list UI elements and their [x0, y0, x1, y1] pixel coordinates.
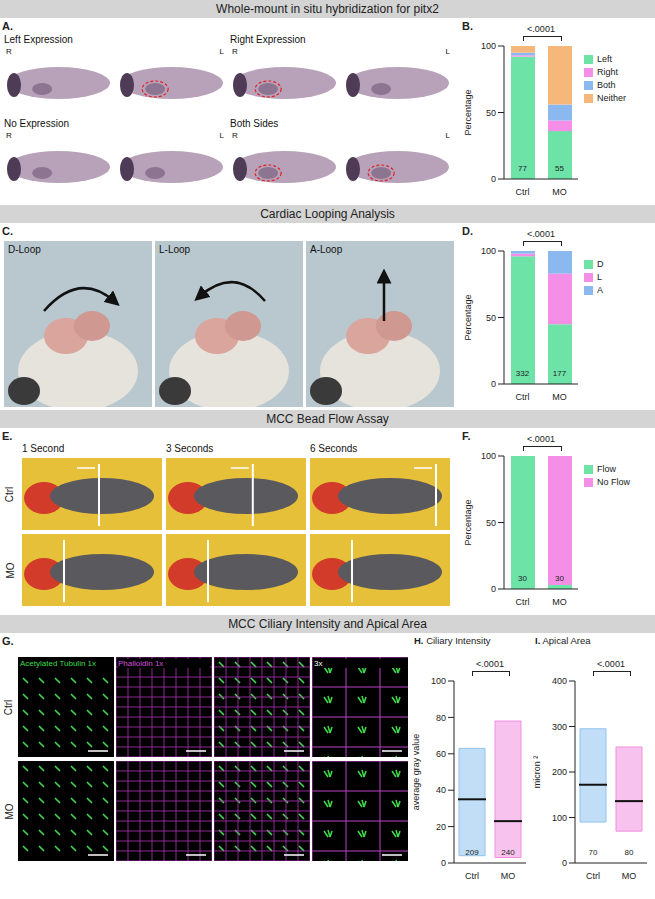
- svg-text:0: 0: [441, 858, 446, 868]
- html-text:Flow: Flow: [597, 464, 616, 474]
- html-text:MCC Bead Flow Assay: MCC Bead Flow Assay: [266, 412, 389, 426]
- svg-text:0: 0: [491, 379, 496, 389]
- svg-text:micron ²: micron ²: [533, 756, 542, 789]
- html-text:G.: G.: [2, 635, 14, 647]
- html-text:A.: A.: [2, 20, 13, 32]
- svg-text:100: 100: [552, 813, 567, 823]
- html-text:D-Loop: D-Loop: [8, 244, 41, 255]
- svg-text:Percentage: Percentage: [463, 294, 473, 340]
- html-text:F.: F.: [462, 430, 471, 442]
- svg-text:100: 100: [481, 42, 496, 51]
- svg-text:0: 0: [491, 174, 496, 184]
- svg-text:Ctrl: Ctrl: [516, 392, 530, 402]
- svg-text:60: 60: [436, 749, 446, 759]
- svg-text:100: 100: [481, 452, 496, 461]
- svg-text:average gray value: average gray value: [412, 734, 421, 811]
- html-text:L: L: [597, 272, 602, 282]
- html-text:6 Seconds: 6 Seconds: [310, 443, 358, 454]
- html-text:No Expression: No Expression: [4, 118, 69, 129]
- html-text:1 Second: 1 Second: [22, 443, 65, 454]
- html-text:C.: C.: [2, 225, 13, 237]
- html-text:<.0001: <.0001: [476, 659, 504, 669]
- svg-text:50: 50: [486, 313, 496, 323]
- html-text:R: R: [232, 47, 238, 56]
- html-text:L: L: [445, 47, 450, 56]
- html-text:B.: B.: [462, 20, 473, 32]
- svg-text:0: 0: [491, 584, 496, 594]
- html-text:D: D: [597, 259, 604, 269]
- html-text:L: L: [219, 131, 224, 140]
- html-text:Ctrl: Ctrl: [3, 699, 15, 715]
- html-text:3x: 3x: [314, 659, 323, 668]
- html-text:Phalloidin 1x: Phalloidin 1x: [118, 659, 164, 668]
- html-text:Right: Right: [597, 67, 618, 77]
- html-text:MCC Ciliary Intensity and Apic: MCC Ciliary Intensity and Apical Area: [228, 617, 427, 631]
- html-text:Right Expression: Right Expression: [230, 34, 306, 45]
- html-text:<.0001: <.0001: [527, 434, 555, 444]
- html-text:Both: Both: [597, 80, 616, 90]
- svg-text:Ctrl: Ctrl: [516, 597, 530, 607]
- svg-text:MO: MO: [552, 187, 567, 197]
- svg-text:50: 50: [486, 108, 496, 118]
- svg-text:Percentage: Percentage: [463, 499, 473, 545]
- html-text:<.0001: <.0001: [527, 24, 555, 34]
- html-text:Neither: Neither: [597, 93, 626, 103]
- html-text:Acetylated Tubulin 1x: Acetylated Tubulin 1x: [20, 659, 96, 668]
- svg-text:30: 30: [518, 574, 527, 583]
- html-text:D.: D.: [462, 225, 473, 237]
- html-text:A-Loop: A-Loop: [310, 244, 343, 255]
- svg-text:209: 209: [465, 848, 479, 857]
- svg-text:200: 200: [552, 767, 567, 777]
- html-text:Left: Left: [597, 54, 612, 64]
- html-text:Left Expression: Left Expression: [4, 34, 73, 45]
- html-text:3 Seconds: 3 Seconds: [166, 443, 214, 454]
- html-text:E.: E.: [2, 430, 13, 442]
- svg-text:55: 55: [555, 164, 564, 173]
- html-text:Whole-mount in situ hybridizat: Whole-mount in situ hybridization for pi…: [216, 2, 439, 16]
- svg-text:77: 77: [518, 164, 527, 173]
- svg-text:300: 300: [552, 722, 567, 732]
- svg-text:70: 70: [589, 848, 598, 857]
- svg-text:40: 40: [436, 785, 446, 795]
- html-text:R: R: [6, 47, 12, 56]
- svg-text:100: 100: [431, 677, 446, 686]
- svg-text:MO: MO: [552, 392, 567, 402]
- html-text:L-Loop: L-Loop: [159, 244, 191, 255]
- svg-text:100: 100: [481, 247, 496, 256]
- svg-text:50: 50: [486, 518, 496, 528]
- svg-text:Ctrl: Ctrl: [586, 871, 600, 881]
- svg-text:80: 80: [625, 848, 634, 857]
- svg-text:Ctrl: Ctrl: [516, 187, 530, 197]
- html-text:<.0001: <.0001: [597, 659, 625, 669]
- svg-text:30: 30: [555, 574, 564, 583]
- html-text:Cardiac Looping Analysis: Cardiac Looping Analysis: [260, 207, 395, 221]
- svg-text:240: 240: [501, 848, 515, 857]
- html-text:MO: MO: [3, 802, 15, 820]
- html-text:R: R: [232, 131, 238, 140]
- svg-text:177: 177: [553, 369, 567, 378]
- svg-text:400: 400: [552, 677, 567, 686]
- html-text:L: L: [219, 47, 224, 56]
- html-text:MO: MO: [4, 561, 16, 579]
- html-text:Both Sides: Both Sides: [230, 118, 279, 129]
- html-text:A: A: [597, 285, 603, 295]
- svg-text:MO: MO: [622, 871, 637, 881]
- html-text:<.0001: <.0001: [527, 229, 555, 239]
- svg-text:80: 80: [436, 713, 446, 723]
- svg-text:0: 0: [562, 858, 567, 868]
- html-text:No Flow: No Flow: [597, 477, 630, 487]
- svg-text:MO: MO: [501, 871, 516, 881]
- html-text:I. Apical Area: I. Apical Area: [535, 635, 591, 646]
- svg-text:20: 20: [436, 822, 446, 832]
- svg-text:332: 332: [516, 369, 530, 378]
- html-text:L: L: [445, 131, 450, 140]
- html-text:Ctrl: Ctrl: [4, 486, 16, 502]
- html-text:H. Ciliary Intensity: H. Ciliary Intensity: [414, 635, 491, 646]
- svg-text:Ctrl: Ctrl: [465, 871, 479, 881]
- svg-text:Percentage: Percentage: [463, 89, 473, 135]
- html-text:R: R: [6, 131, 12, 140]
- svg-text:MO: MO: [552, 597, 567, 607]
